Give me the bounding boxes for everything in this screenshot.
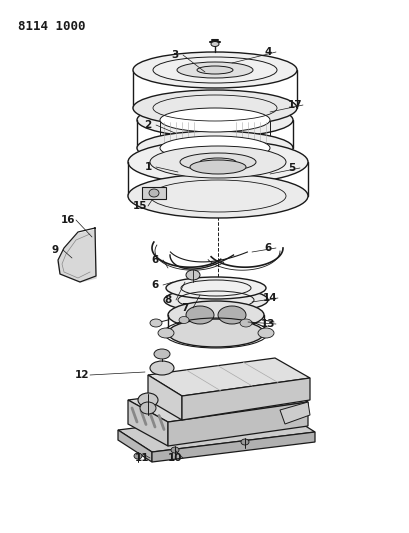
Text: 2: 2 — [144, 120, 151, 130]
Ellipse shape — [150, 146, 285, 178]
Ellipse shape — [171, 447, 179, 453]
Ellipse shape — [257, 328, 273, 338]
Polygon shape — [58, 230, 96, 282]
Polygon shape — [182, 378, 309, 420]
Ellipse shape — [133, 90, 296, 126]
Text: 6: 6 — [264, 243, 271, 253]
Ellipse shape — [160, 136, 270, 160]
Text: 8114 1000: 8114 1000 — [18, 20, 85, 33]
Ellipse shape — [189, 160, 245, 174]
Ellipse shape — [128, 174, 307, 218]
Ellipse shape — [128, 140, 307, 184]
Ellipse shape — [180, 153, 255, 171]
Ellipse shape — [133, 52, 296, 88]
Text: 4: 4 — [264, 47, 271, 57]
Text: 5: 5 — [288, 163, 295, 173]
Ellipse shape — [177, 62, 252, 78]
Ellipse shape — [150, 319, 162, 327]
Text: 11: 11 — [135, 453, 149, 463]
Ellipse shape — [164, 288, 267, 312]
Polygon shape — [279, 402, 309, 424]
Polygon shape — [148, 375, 182, 420]
Ellipse shape — [166, 277, 265, 299]
Ellipse shape — [218, 306, 245, 324]
Ellipse shape — [150, 361, 173, 375]
Text: 6: 6 — [151, 255, 158, 265]
Ellipse shape — [154, 349, 170, 359]
Ellipse shape — [137, 131, 292, 165]
Ellipse shape — [196, 66, 232, 74]
Ellipse shape — [134, 453, 142, 459]
Ellipse shape — [168, 301, 263, 329]
Ellipse shape — [186, 270, 200, 280]
Polygon shape — [152, 432, 314, 462]
Text: 1: 1 — [144, 162, 151, 172]
Text: 12: 12 — [74, 370, 89, 380]
Polygon shape — [118, 410, 314, 452]
Polygon shape — [128, 382, 307, 422]
Polygon shape — [142, 187, 166, 199]
Ellipse shape — [240, 439, 248, 445]
Ellipse shape — [211, 42, 218, 46]
Ellipse shape — [157, 328, 173, 338]
Polygon shape — [118, 430, 152, 462]
Polygon shape — [168, 402, 307, 446]
Text: 17: 17 — [287, 100, 301, 110]
Ellipse shape — [186, 306, 213, 324]
Polygon shape — [148, 358, 309, 396]
Text: 16: 16 — [61, 215, 75, 225]
Text: 10: 10 — [167, 453, 182, 463]
Text: 15: 15 — [133, 201, 147, 211]
Text: 7: 7 — [181, 303, 188, 313]
Ellipse shape — [160, 108, 270, 132]
Ellipse shape — [179, 317, 189, 324]
Text: 3: 3 — [171, 50, 178, 60]
Text: 9: 9 — [51, 245, 58, 255]
Polygon shape — [128, 400, 168, 446]
Ellipse shape — [139, 402, 155, 414]
Ellipse shape — [168, 319, 263, 347]
Ellipse shape — [239, 319, 252, 327]
Ellipse shape — [137, 103, 292, 137]
Text: 13: 13 — [260, 319, 274, 329]
Ellipse shape — [148, 189, 159, 197]
Text: 6: 6 — [151, 280, 158, 290]
Ellipse shape — [200, 158, 236, 166]
Ellipse shape — [138, 393, 157, 407]
Text: 14: 14 — [262, 293, 276, 303]
Text: 8: 8 — [164, 295, 171, 305]
